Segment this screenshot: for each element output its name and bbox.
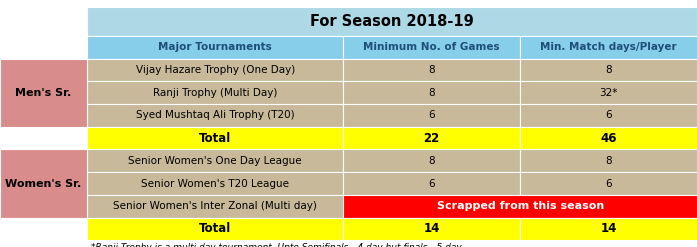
Text: 8: 8 xyxy=(605,65,612,75)
Text: Min. Match days/Player: Min. Match days/Player xyxy=(540,42,677,52)
Text: For Season 2018-19: For Season 2018-19 xyxy=(310,14,474,29)
Text: Total: Total xyxy=(199,223,231,235)
Bar xyxy=(87,104,343,127)
Bar xyxy=(87,172,343,195)
Text: 14: 14 xyxy=(424,223,440,235)
Bar xyxy=(0,127,87,149)
Bar xyxy=(87,149,343,172)
Bar xyxy=(520,127,697,149)
Bar xyxy=(343,104,520,127)
Bar xyxy=(520,218,697,240)
Text: 8: 8 xyxy=(605,156,612,166)
Text: 6: 6 xyxy=(605,110,612,120)
Bar xyxy=(343,36,520,59)
Bar xyxy=(520,104,697,127)
Text: 32*: 32* xyxy=(599,88,618,98)
Text: 6: 6 xyxy=(429,110,435,120)
Text: Scrapped from this season: Scrapped from this season xyxy=(436,201,604,211)
Bar xyxy=(0,149,87,218)
Text: Syed Mushtaq Ali Trophy (T20): Syed Mushtaq Ali Trophy (T20) xyxy=(136,110,295,120)
Bar xyxy=(343,218,520,240)
Bar xyxy=(0,59,87,127)
Text: 8: 8 xyxy=(429,65,435,75)
Bar xyxy=(0,218,87,240)
Bar xyxy=(87,7,697,36)
Text: 6: 6 xyxy=(605,179,612,188)
Text: Senior Women's One Day League: Senior Women's One Day League xyxy=(128,156,302,166)
Bar xyxy=(87,36,343,59)
Text: Major Tournaments: Major Tournaments xyxy=(158,42,272,52)
Bar xyxy=(87,59,343,81)
Text: Ranji Trophy (Multi Day): Ranji Trophy (Multi Day) xyxy=(153,88,277,98)
Text: Senior Women's Inter Zonal (Multi day): Senior Women's Inter Zonal (Multi day) xyxy=(113,201,317,211)
Bar xyxy=(343,59,520,81)
Text: 8: 8 xyxy=(429,88,435,98)
Bar xyxy=(520,36,697,59)
Bar xyxy=(520,59,697,81)
Bar xyxy=(0,7,87,36)
Bar xyxy=(520,81,697,104)
Text: Minimum No. of Games: Minimum No. of Games xyxy=(363,42,500,52)
Bar xyxy=(343,127,520,149)
Bar xyxy=(87,81,343,104)
Bar xyxy=(520,172,697,195)
Bar xyxy=(87,218,343,240)
Bar xyxy=(520,149,697,172)
Text: 22: 22 xyxy=(424,132,440,144)
Bar xyxy=(87,127,343,149)
Text: Senior Women's T20 League: Senior Women's T20 League xyxy=(141,179,289,188)
Bar xyxy=(343,81,520,104)
Text: Women's Sr.: Women's Sr. xyxy=(6,179,82,188)
Text: Vijay Hazare Trophy (One Day): Vijay Hazare Trophy (One Day) xyxy=(136,65,295,75)
Text: 46: 46 xyxy=(600,132,617,144)
Text: Men's Sr.: Men's Sr. xyxy=(15,88,72,98)
Text: 6: 6 xyxy=(429,179,435,188)
Bar xyxy=(343,149,520,172)
Text: Total: Total xyxy=(199,132,231,144)
Bar xyxy=(0,36,87,59)
Text: *Ranji Trophy is a multi day tournament. Upto Semifinals - 4 day but finals - 5 : *Ranji Trophy is a multi day tournament.… xyxy=(91,243,464,247)
Text: 14: 14 xyxy=(600,223,617,235)
Bar xyxy=(343,172,520,195)
Bar xyxy=(343,195,697,218)
Bar xyxy=(87,195,343,218)
Text: 8: 8 xyxy=(429,156,435,166)
